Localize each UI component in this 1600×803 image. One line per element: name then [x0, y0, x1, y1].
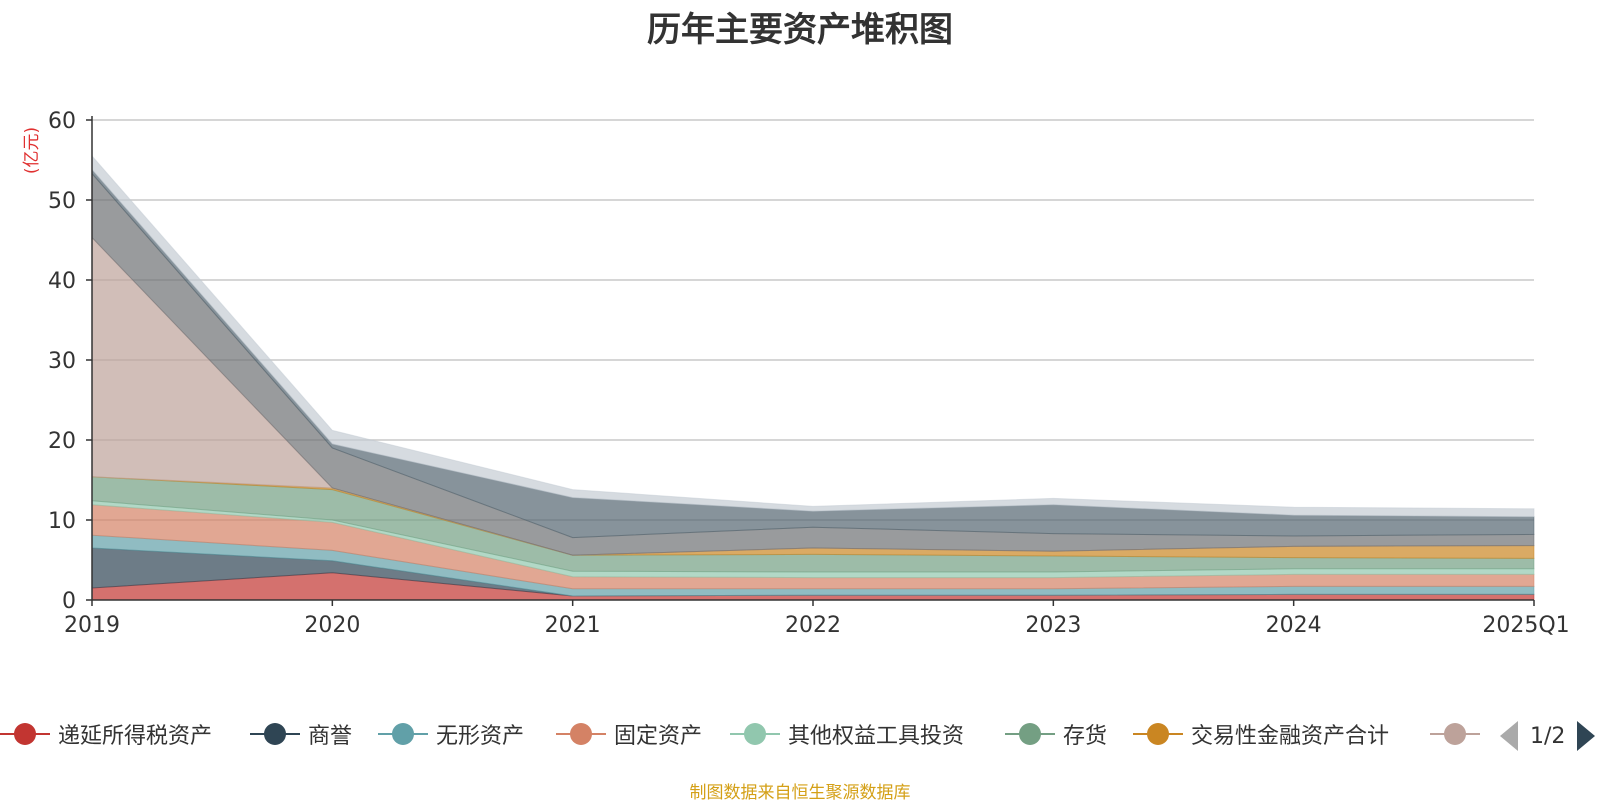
y-tick-label: 0 [62, 589, 76, 614]
legend-prev-page-icon[interactable] [1500, 721, 1518, 751]
legend-label: 商誉 [308, 724, 353, 749]
legend-marker-icon [378, 714, 428, 754]
legend-item[interactable]: 无形资产 [378, 714, 524, 754]
legend-label: 存货 [1063, 724, 1108, 749]
legend-marker-icon [0, 714, 50, 754]
legend-item[interactable]: 存货 [1005, 714, 1107, 754]
x-tick-label: 2021 [545, 613, 601, 638]
area-series-group [91, 154, 1535, 601]
y-tick-label: 50 [48, 189, 76, 214]
legend-marker-icon [556, 714, 606, 754]
legend-label: 无形资产 [436, 724, 525, 749]
legend-item[interactable] [1430, 714, 1488, 754]
legend-marker-icon [1005, 714, 1055, 754]
legend-label: 递延所得税资产 [58, 724, 213, 749]
area-series-10[interactable] [91, 154, 1535, 518]
y-tick-label: 10 [48, 509, 76, 534]
legend-label: 固定资产 [614, 724, 703, 749]
legend-marker-icon [1133, 714, 1183, 754]
x-tick-label: 2023 [1025, 613, 1081, 638]
data-source-note: 制图数据来自恒生聚源数据库 [689, 783, 911, 803]
legend-pager: 1/2 [1500, 718, 1596, 754]
y-tick-label: 20 [48, 429, 76, 454]
legend-item[interactable]: 其他权益工具投资 [730, 714, 964, 754]
axes: 0 10 20 30 40 50 60 2019 2020 2021 2022 2023 2024 202… [48, 109, 1570, 638]
legend-label: 其他权益工具投资 [788, 724, 965, 749]
legend-item[interactable]: 固定资产 [556, 714, 702, 754]
x-tick-label: 2024 [1266, 613, 1322, 638]
legend-marker-icon [250, 714, 300, 754]
legend: 递延所得税资产 商誉 无形资产 固定资产 其他权益工具投资 存货 交易性金融资产合计 [0, 714, 1600, 754]
x-tick-label: 2020 [304, 613, 360, 638]
legend-marker-icon [1430, 714, 1480, 754]
legend-item[interactable]: 递延所得税资产 [0, 714, 212, 754]
x-tick-label: 2025Q1 [1482, 613, 1569, 638]
legend-page-indicator: 1/2 [1530, 723, 1566, 749]
legend-item[interactable]: 商誉 [250, 714, 352, 754]
x-tick-label: 2022 [785, 613, 841, 638]
legend-marker-icon [730, 714, 780, 754]
stacked-area-chart: 0 10 20 30 40 50 60 2019 2020 2021 2022 2023 2024 202… [48, 109, 1570, 638]
legend-item[interactable]: 交易性金融资产合计 [1133, 714, 1389, 754]
y-tick-label: 40 [48, 269, 76, 294]
y-tick-label: 60 [48, 109, 76, 134]
legend-next-page-icon[interactable] [1577, 721, 1596, 751]
x-tick-label: 2019 [64, 613, 120, 638]
y-tick-label: 30 [48, 349, 76, 374]
chart-title: 历年主要资产堆积图 [647, 10, 953, 50]
legend-label: 交易性金融资产合计 [1191, 724, 1390, 749]
